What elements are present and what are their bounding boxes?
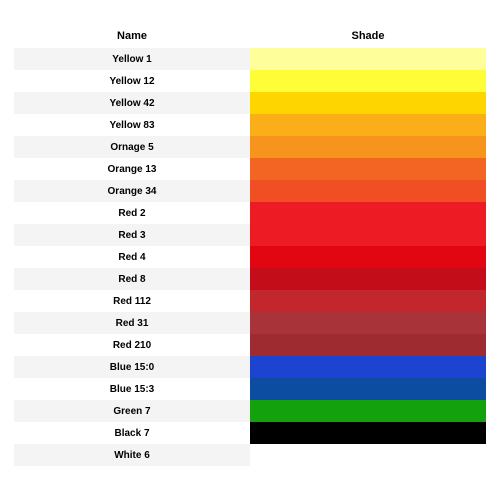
color-name-cell: Red 31	[14, 312, 250, 334]
color-table: Name Shade Yellow 1Yellow 12Yellow 42Yel…	[14, 24, 486, 466]
color-shade-cell	[250, 136, 486, 158]
color-name-cell: Red 8	[14, 268, 250, 290]
table-row: Black 7	[14, 422, 486, 444]
table-row: Blue 15:0	[14, 356, 486, 378]
color-shade-cell	[250, 180, 486, 202]
color-name-cell: Yellow 12	[14, 70, 250, 92]
table-row: Red 210	[14, 334, 486, 356]
color-name-cell: Blue 15:3	[14, 378, 250, 400]
color-name-cell: Yellow 1	[14, 48, 250, 70]
color-shade-cell	[250, 422, 486, 444]
color-name-cell: Red 2	[14, 202, 250, 224]
color-shade-cell	[250, 70, 486, 92]
table-row: Yellow 1	[14, 48, 486, 70]
color-shade-cell	[250, 378, 486, 400]
color-shade-cell	[250, 356, 486, 378]
color-name-cell: White 6	[14, 444, 250, 466]
color-name-cell: Ornage 5	[14, 136, 250, 158]
color-name-cell: Red 112	[14, 290, 250, 312]
color-shade-cell	[250, 334, 486, 356]
color-shade-cell	[250, 158, 486, 180]
table-row: Red 4	[14, 246, 486, 268]
table-row: Blue 15:3	[14, 378, 486, 400]
table-row: Yellow 83	[14, 114, 486, 136]
color-shade-cell	[250, 312, 486, 334]
color-shade-cell	[250, 114, 486, 136]
table-row: Orange 34	[14, 180, 486, 202]
table-row: Red 31	[14, 312, 486, 334]
color-name-cell: Yellow 42	[14, 92, 250, 114]
col-header-shade: Shade	[250, 24, 486, 48]
color-shade-cell	[250, 202, 486, 224]
table-row: Yellow 12	[14, 70, 486, 92]
color-name-cell: Blue 15:0	[14, 356, 250, 378]
table-row: Green 7	[14, 400, 486, 422]
color-shade-cell	[250, 400, 486, 422]
table-row: Red 8	[14, 268, 486, 290]
color-shade-cell	[250, 92, 486, 114]
color-name-cell: Red 3	[14, 224, 250, 246]
table-row: Red 3	[14, 224, 486, 246]
color-shade-cell	[250, 48, 486, 70]
color-name-cell: Red 4	[14, 246, 250, 268]
color-name-cell: Red 210	[14, 334, 250, 356]
color-name-cell: Orange 13	[14, 158, 250, 180]
color-name-cell: Orange 34	[14, 180, 250, 202]
color-name-cell: Yellow 83	[14, 114, 250, 136]
table-row: Yellow 42	[14, 92, 486, 114]
table-row: Red 112	[14, 290, 486, 312]
color-shade-cell	[250, 290, 486, 312]
color-name-cell: Black 7	[14, 422, 250, 444]
table-row: Red 2	[14, 202, 486, 224]
color-shade-cell	[250, 246, 486, 268]
table-row: Ornage 5	[14, 136, 486, 158]
color-name-cell: Green 7	[14, 400, 250, 422]
color-shade-cell	[250, 444, 486, 466]
table-header-row: Name Shade	[14, 24, 486, 48]
table-row: White 6	[14, 444, 486, 466]
color-shade-cell	[250, 224, 486, 246]
table-row: Orange 13	[14, 158, 486, 180]
color-shade-cell	[250, 268, 486, 290]
col-header-name: Name	[14, 24, 250, 48]
